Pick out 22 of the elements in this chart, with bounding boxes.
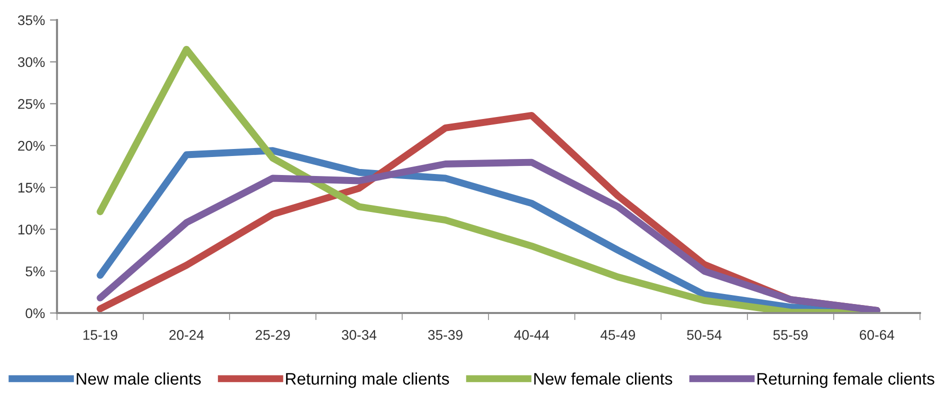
legend-label: Returning female clients: [757, 372, 934, 388]
x-tick-label: 40-44: [514, 330, 550, 340]
x-tick-label: 15-19: [83, 330, 118, 340]
legend-label: New female clients: [534, 372, 672, 385]
x-tick-label: 55-59: [773, 330, 808, 340]
y-tick-label: 0%: [26, 308, 45, 318]
x-tick-label: 60-64: [860, 330, 894, 340]
x-tick-label: 30-34: [342, 330, 376, 340]
x-tick-label: 50-54: [687, 330, 722, 340]
y-tick-label: 15%: [18, 182, 45, 193]
x-tick-label: 25-29: [256, 330, 290, 340]
y-tick-label: 35%: [18, 15, 45, 26]
x-tick-label: 35-39: [428, 330, 462, 340]
y-tick-label: 20%: [18, 140, 45, 151]
y-tick-label: 5%: [26, 266, 45, 276]
y-tick-label: 25%: [18, 99, 45, 109]
legend-label: Returning male clients: [286, 372, 450, 388]
legend-label: New male clients: [76, 372, 201, 385]
y-tick-label: 10%: [18, 224, 45, 234]
x-tick-label: 20-24: [169, 330, 204, 340]
x-tick-label: 45-49: [600, 330, 636, 340]
y-tick-label: 30%: [18, 57, 45, 68]
